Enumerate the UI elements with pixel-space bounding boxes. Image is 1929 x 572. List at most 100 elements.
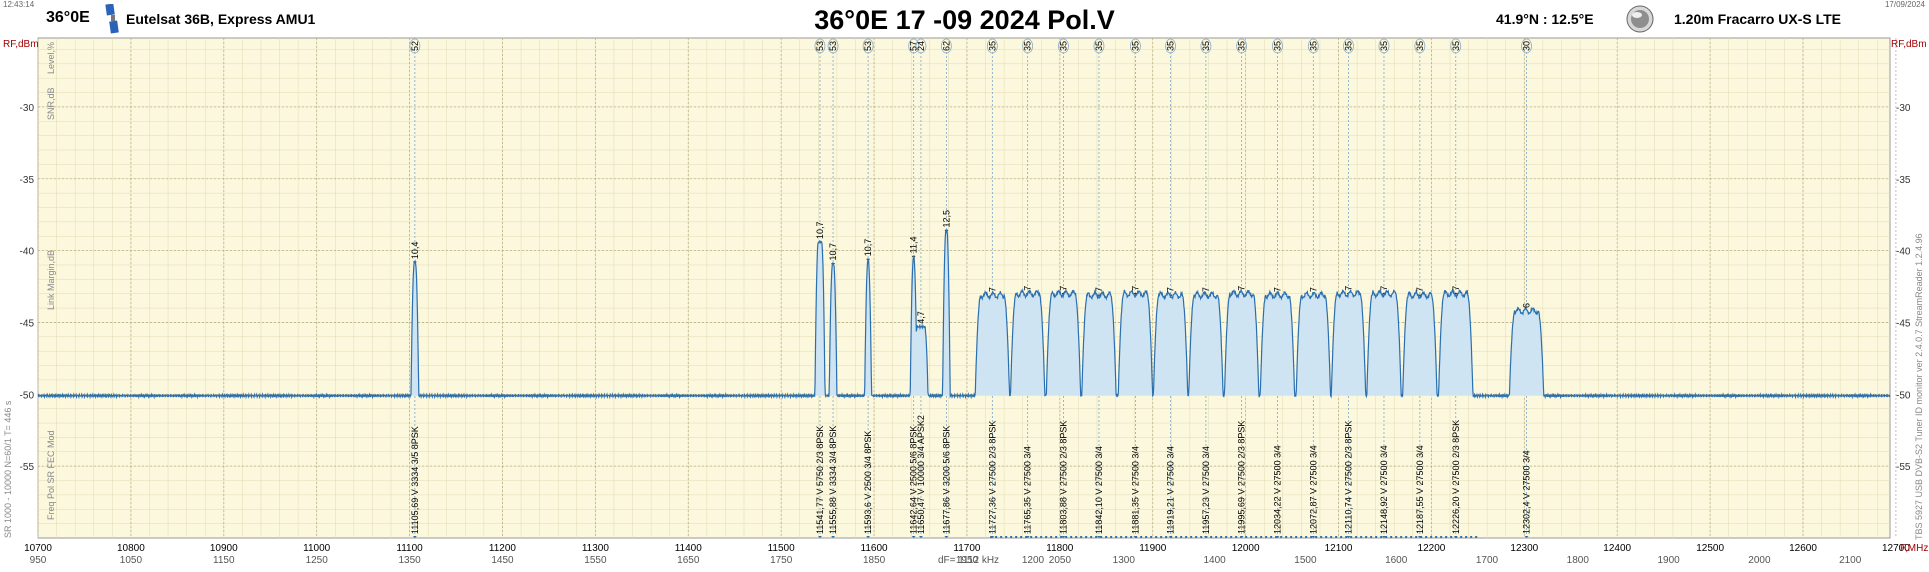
site-coordinates: 41.9°N : 12.5°E xyxy=(1496,11,1594,27)
level-badge xyxy=(1521,38,1532,54)
level-badge xyxy=(827,38,839,54)
snr-label: 7 xyxy=(1023,286,1033,291)
tuner-info-label: TBS 5927 USB DVB-S2 Tuner ID monitor ver… xyxy=(1914,233,1924,540)
level-badge xyxy=(1200,38,1212,54)
satellite-name: Eutelsat 36B, Express AMU1 xyxy=(126,11,316,27)
x-tick-label: 11000 xyxy=(303,543,331,554)
level-percent-label: 53 xyxy=(863,41,873,51)
x-tick-label: 11400 xyxy=(675,543,703,554)
y-tick-label-right: -40 xyxy=(1896,247,1911,258)
y-tick-label-left: -30 xyxy=(20,103,35,114)
level-percent-label: 35 xyxy=(1415,41,1425,51)
x-tick-label: 12400 xyxy=(1603,543,1631,554)
snr-label: 10,4 xyxy=(410,242,420,260)
level-badge xyxy=(1093,38,1105,54)
level-percent-label: 52 xyxy=(410,41,420,51)
transponder-label: 11842,10 V 27500 3/4 xyxy=(1094,446,1104,534)
if-tick-label: 1350 xyxy=(398,555,421,566)
transponder-label: 12110,74 V 27500 2/3 8PSK xyxy=(1344,421,1354,534)
if-tick-label: 2000 xyxy=(1748,555,1771,566)
level-percent-label: 35 xyxy=(1344,41,1354,51)
if-tick-label: 1050 xyxy=(120,555,143,566)
transponder-label: 11919,21 V 27500 3/4 xyxy=(1166,446,1176,534)
header-bar: 12:43:14 17/09/2024 36°0E Eutelsat 36B, … xyxy=(0,0,1929,38)
level-percent-label: 53 xyxy=(815,41,825,51)
level-badge xyxy=(940,38,952,54)
snr-label: 10,7 xyxy=(815,221,825,239)
if-tick-label: 1250 xyxy=(306,555,329,566)
transponder-label: 11555,88 V 3334 3/4 8PSK xyxy=(828,426,838,534)
marker-foot xyxy=(944,536,949,538)
if-tick-label: 1500 xyxy=(1294,555,1317,566)
if-tick-label: 1600 xyxy=(1385,555,1408,566)
x-tick-label: 11100 xyxy=(396,543,423,554)
snr-label: 7 xyxy=(1451,286,1461,291)
if-tick-label: 2050 xyxy=(1049,555,1072,566)
x-tick-label: 11900 xyxy=(1139,543,1167,554)
snr-label: 10,7 xyxy=(828,243,838,261)
marker-foot xyxy=(918,536,923,538)
x-tick-label: 11300 xyxy=(582,543,610,554)
level-badge xyxy=(1272,38,1283,54)
level-percent-label: 35 xyxy=(987,41,997,51)
if-tick-label: 1950 xyxy=(956,555,979,566)
level-percent-label: 24 xyxy=(916,41,926,51)
snr-label: 7 xyxy=(1166,287,1176,292)
transponder-label: 11995,69 V 27500 2/3 8PSK xyxy=(1237,421,1247,534)
chart-title: 36°0E 17 -09 2024 Pol.V xyxy=(814,5,1115,35)
level-badge xyxy=(1414,38,1426,54)
transponder-label: 11642,64 V 2500 5/6 8PSK xyxy=(909,426,919,534)
level-badge xyxy=(1343,38,1354,54)
level-badge xyxy=(409,38,421,54)
transponder-labels: 52 10,4 11105,69 V 3334 3/5 8PSK 53 10,7 1154… xyxy=(410,41,1532,534)
if-tick-label: 1300 xyxy=(1113,555,1136,566)
transponder-label: 11105,69 V 3334 3/5 8PSK xyxy=(410,426,420,534)
satellite-icon xyxy=(104,3,120,39)
level-badge xyxy=(1058,38,1069,54)
spectrum-fill xyxy=(38,229,1890,396)
level-badge xyxy=(862,38,874,54)
snr-label: 7 xyxy=(1272,287,1282,292)
if-tick-label: 1550 xyxy=(584,555,607,566)
marker-foot xyxy=(831,536,836,538)
x-tick-label: 12300 xyxy=(1510,543,1538,554)
x-tick-label: 10700 xyxy=(24,543,52,554)
x-tick-label: 12100 xyxy=(1325,543,1353,554)
level-badge xyxy=(915,38,927,54)
x-tick-label: 11700 xyxy=(953,543,981,554)
snr-label: 7 xyxy=(1379,286,1389,291)
transponder-label: 11803,88 V 27500 2/3 8PSK xyxy=(1058,421,1068,534)
level-percent-label: 35 xyxy=(1130,41,1140,51)
if-tick-label: 950 xyxy=(30,555,47,566)
level-percent-label: 35 xyxy=(1308,41,1318,51)
marker-foot xyxy=(1311,536,1316,538)
satellite-position: 36°0E xyxy=(46,9,90,26)
snr-axis-label: SNR,dB xyxy=(46,87,56,120)
marker-foot xyxy=(817,536,822,538)
transponder-label: 11677,86 V 3200 5/6 8PSK xyxy=(941,426,951,534)
snr-label: 7 xyxy=(1094,287,1104,292)
y-tick-label-right: -35 xyxy=(1896,175,1911,186)
marker-foot xyxy=(1381,536,1386,538)
if-tick-label: 1200 xyxy=(1022,555,1045,566)
y-tick-label-left: -40 xyxy=(20,247,35,258)
marker-foot xyxy=(412,536,417,538)
capture-time: 12:43:14 xyxy=(3,0,35,9)
snr-label: 7 xyxy=(1308,287,1318,292)
x-tick-label: 11800 xyxy=(1046,543,1074,554)
transponder-label: 11541,77 V 5750 2/3 8PSK xyxy=(815,426,825,534)
x-tick-label: 12700 xyxy=(1882,543,1910,554)
level-percent-label: 53 xyxy=(828,41,838,51)
y-tick-label-right: -50 xyxy=(1896,390,1911,401)
snr-label: 7 xyxy=(987,287,997,292)
level-percent-label: 35 xyxy=(1201,41,1211,51)
transponder-label: 12072,87 V 27500 3/4 xyxy=(1308,445,1318,534)
params-axis-label: Freq Pol SR FEC Mod xyxy=(46,430,56,520)
level-percent-label: 35 xyxy=(1094,41,1104,51)
x-tick-label: 12000 xyxy=(1232,543,1260,554)
level-percent-label: 35 xyxy=(1451,41,1461,51)
transponder-label: 12187,55 V 27500 3/4 xyxy=(1415,445,1425,534)
if-tick-label: 1650 xyxy=(677,555,700,566)
x-tick-label: 11500 xyxy=(768,543,796,554)
level-percent-label: 30 xyxy=(1522,41,1532,51)
